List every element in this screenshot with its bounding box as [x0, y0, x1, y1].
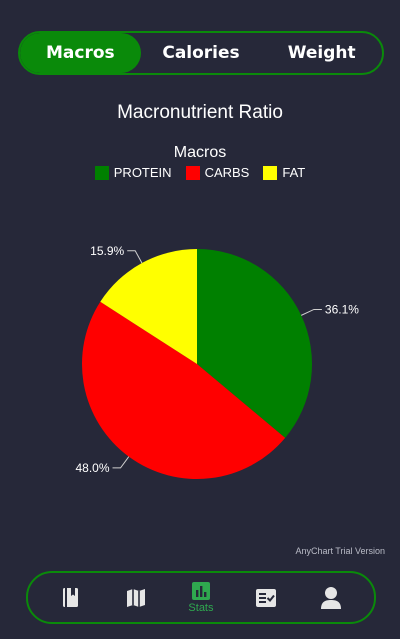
leader-line-fat — [127, 250, 143, 264]
legend-swatch-carbs — [185, 165, 200, 180]
leader-line-carbs — [112, 456, 130, 469]
nav-item-stats[interactable]: Stats — [176, 581, 226, 614]
pie-slice-carbs[interactable] — [81, 301, 286, 480]
bottom-nav: Stats — [26, 571, 376, 624]
person-icon — [321, 586, 342, 609]
tab-bar: Macros Calories Weight — [18, 31, 384, 75]
nav-label-stats: Stats — [188, 602, 214, 614]
nav-item-map[interactable] — [111, 587, 161, 609]
data-label-carbs: 48.0% — [75, 461, 109, 475]
chart-title: Macronutrient Ratio — [117, 102, 283, 123]
tab-weight[interactable]: Weight — [287, 43, 356, 63]
legend-label-protein: PROTEIN — [113, 165, 172, 180]
map-icon — [126, 588, 145, 607]
data-label-fat: 15.9% — [90, 244, 124, 258]
nav-item-checklist[interactable] — [241, 588, 291, 608]
pie-chart: 36.1% 48.0% 15.9% — [75, 244, 359, 480]
legend: PROTEIN CARBS FAT — [0, 165, 400, 180]
stats-icon — [191, 582, 210, 600]
book-icon — [62, 587, 78, 607]
nav-item-profile[interactable] — [306, 586, 356, 610]
legend-item-fat[interactable]: FAT — [263, 165, 305, 180]
legend-item-protein[interactable]: PROTEIN — [94, 165, 172, 180]
checklist-icon — [256, 588, 277, 607]
tab-macros[interactable]: Macros — [20, 33, 141, 73]
nav-item-book[interactable] — [46, 587, 96, 609]
chart-credit: AnyChart Trial Version — [295, 546, 385, 556]
legend-swatch-protein — [94, 165, 109, 180]
data-label-protein: 36.1% — [325, 302, 359, 316]
legend-label-fat: FAT — [282, 165, 306, 180]
legend-swatch-fat — [263, 165, 278, 180]
leader-line-protein — [300, 308, 322, 316]
legend-title: Macros — [173, 144, 227, 161]
tab-calories[interactable]: Calories — [162, 43, 240, 63]
pie-slice-protein[interactable] — [197, 249, 312, 438]
pie-slice-fat[interactable] — [100, 249, 197, 364]
legend-item-carbs[interactable]: CARBS — [185, 165, 250, 180]
legend-label-carbs: CARBS — [204, 165, 250, 180]
